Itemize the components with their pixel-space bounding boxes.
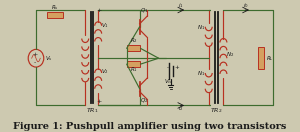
Bar (127, 45, 140, 51)
Text: $Q_1$: $Q_1$ (140, 6, 149, 15)
Text: +: + (174, 65, 179, 70)
Text: +: + (32, 52, 38, 57)
Bar (127, 61, 140, 67)
Text: $TR_1$: $TR_1$ (86, 106, 98, 115)
Text: $V_1$: $V_1$ (101, 21, 109, 30)
Text: $Q_2$: $Q_2$ (140, 97, 149, 105)
Text: -: - (167, 65, 168, 70)
Text: Figure 1: Pushpull amplifier using two transistors: Figure 1: Pushpull amplifier using two t… (13, 122, 287, 131)
Bar (47, 12, 63, 18)
Text: $V_{cc}$: $V_{cc}$ (164, 77, 174, 86)
Text: +: + (96, 8, 102, 13)
Text: $R_2$: $R_2$ (130, 36, 137, 45)
Bar (258, 47, 264, 69)
Text: $i_1$: $i_1$ (178, 1, 184, 10)
Text: $i_2$: $i_2$ (178, 104, 184, 113)
Text: $R_s$: $R_s$ (51, 3, 59, 12)
Text: +: + (96, 100, 102, 104)
Text: $N_1$: $N_1$ (196, 23, 205, 32)
Text: $R_1$: $R_1$ (130, 65, 138, 74)
Text: $TR_2$: $TR_2$ (210, 106, 223, 115)
Text: $V_2$: $V_2$ (101, 67, 109, 76)
Text: -: - (34, 61, 36, 66)
Text: $i_0$: $i_0$ (243, 1, 249, 10)
Text: $V_s$: $V_s$ (46, 54, 53, 63)
Text: $N_1$: $N_1$ (196, 69, 205, 78)
Text: $N_2$: $N_2$ (226, 50, 234, 59)
Text: $R_L$: $R_L$ (266, 54, 274, 63)
